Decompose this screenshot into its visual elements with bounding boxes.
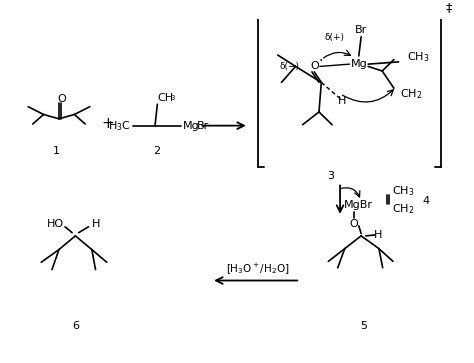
Text: 3: 3 (327, 171, 334, 181)
Text: δ(+): δ(+) (324, 33, 345, 42)
Text: 2: 2 (153, 146, 160, 156)
Text: Br: Br (197, 121, 210, 131)
Text: O: O (57, 94, 66, 104)
Text: CH$_3$: CH$_3$ (392, 184, 414, 198)
Text: H: H (338, 95, 346, 106)
Text: MgBr: MgBr (344, 200, 374, 210)
Text: H: H (92, 219, 100, 229)
Text: 6: 6 (72, 321, 79, 331)
Text: Mg: Mg (183, 121, 200, 131)
Text: H: H (374, 230, 383, 240)
Text: δ(−): δ(−) (280, 62, 300, 71)
Text: +: + (102, 116, 115, 131)
Text: [H$_3$O$^+$/H$_2$O]: [H$_3$O$^+$/H$_2$O] (226, 261, 290, 276)
Text: $_3$: $_3$ (170, 93, 176, 103)
Text: 5: 5 (360, 321, 367, 331)
Text: CH: CH (157, 93, 173, 103)
Text: CH$_3$: CH$_3$ (407, 50, 429, 64)
Text: O: O (310, 61, 319, 72)
Text: CH$_2$: CH$_2$ (392, 202, 414, 216)
Text: 4: 4 (422, 196, 429, 206)
Text: CH$_2$: CH$_2$ (400, 87, 422, 101)
Text: ·: · (319, 53, 323, 68)
Text: Br: Br (355, 25, 367, 35)
Text: Mg: Mg (350, 59, 367, 69)
Text: H$_3$C: H$_3$C (108, 119, 131, 132)
Text: ‡: ‡ (446, 1, 452, 14)
Text: 1: 1 (53, 146, 60, 156)
Text: HO: HO (46, 219, 64, 229)
Text: O: O (350, 219, 358, 229)
